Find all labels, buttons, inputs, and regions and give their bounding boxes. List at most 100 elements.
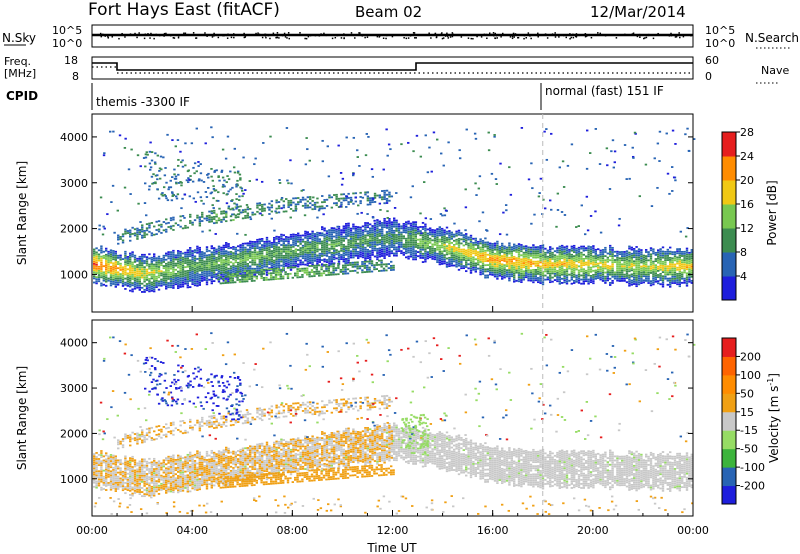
power-cell: [184, 278, 187, 281]
power-cell: [448, 256, 451, 259]
power-cell: [349, 240, 353, 242]
power-cell: [263, 209, 266, 212]
power-cell: [249, 267, 252, 270]
power-cell: [390, 239, 393, 242]
power-cell: [616, 279, 619, 282]
power-cell: [489, 265, 492, 268]
power-cell: [100, 249, 103, 252]
power-cell: [172, 254, 175, 256]
power-cell: [298, 270, 302, 272]
power-cell: [455, 240, 458, 243]
power-cell: [93, 254, 96, 257]
power-cell: [373, 264, 376, 267]
power-cell: [388, 228, 391, 231]
power-cell: [685, 247, 689, 250]
power-cell: [165, 197, 168, 200]
power-cell: [136, 266, 139, 268]
power-cell: [443, 258, 446, 261]
power-cell: [155, 233, 158, 236]
power-cell: [322, 272, 326, 275]
nsky-dot: [305, 37, 308, 40]
power-cell: [193, 255, 197, 258]
power-cell: [333, 245, 336, 248]
power-cell: [385, 220, 389, 223]
power-cell: [136, 264, 139, 266]
nsky-dot: [117, 34, 120, 36]
power-cell: [666, 273, 669, 276]
power-cell: [594, 269, 597, 272]
power-cell: [537, 260, 540, 263]
power-cell: [333, 250, 336, 252]
power-cell: [342, 231, 345, 234]
power-cell: [489, 259, 492, 261]
power-cell: [157, 261, 161, 264]
power-cell: [393, 246, 396, 249]
power-cell: [167, 255, 170, 258]
power-cell: [186, 261, 189, 264]
power-cell: [601, 263, 605, 266]
power-cell: [313, 208, 317, 210]
power-cell: [107, 250, 110, 253]
power-cell: [292, 258, 295, 261]
power-cell: [337, 254, 341, 257]
power-cell: [253, 243, 257, 245]
power-cell: [484, 274, 487, 277]
power-cell: [280, 258, 283, 261]
power-cell: [236, 184, 239, 187]
power-cell: [618, 277, 621, 280]
power-cell: [280, 260, 283, 263]
power-cell: [131, 267, 134, 270]
power-cell: [645, 259, 648, 262]
power-cell: [203, 276, 206, 279]
nsky-dot: [485, 33, 488, 36]
power-cell: [297, 201, 300, 204]
power-cell: [532, 254, 535, 257]
power-cell: [157, 276, 161, 279]
power-cell: [549, 258, 552, 261]
power-cell: [117, 275, 120, 278]
power-cell: [237, 261, 240, 264]
power-cell: [117, 256, 120, 259]
power-cell: [189, 213, 192, 216]
power-cell: [390, 269, 393, 271]
power-cell: [166, 199, 170, 202]
power-cell: [191, 276, 194, 279]
power-cell: [226, 281, 230, 284]
power-cell: [453, 252, 456, 255]
power-cell: [630, 281, 633, 284]
power-cell: [155, 282, 158, 284]
power-cell: [148, 265, 151, 268]
power-cell: [342, 258, 345, 261]
power-cell: [522, 253, 525, 256]
power-cell: [136, 227, 139, 230]
power-cell: [361, 254, 365, 257]
power-cell: [445, 236, 449, 239]
power-cell: [138, 284, 141, 287]
power-cell: [601, 277, 605, 280]
power-cell: [95, 259, 98, 262]
power-cell: [279, 271, 283, 274]
power-cell: [239, 205, 242, 208]
power-cell: [599, 266, 602, 268]
power-cell: [469, 238, 473, 241]
power-cell: [333, 239, 336, 242]
power-cell: [232, 208, 235, 211]
power-cell: [462, 256, 465, 259]
power-cell: [158, 169, 161, 172]
power-cell: [282, 234, 285, 237]
nsky-dot: [206, 35, 208, 37]
power-cell: [489, 242, 492, 245]
power-cell: [213, 274, 216, 276]
power-cell: [587, 282, 590, 285]
power-cell: [325, 261, 329, 263]
power-cell: [681, 267, 684, 270]
power-cell: [154, 152, 157, 155]
power-cell: [337, 242, 341, 245]
power-cell: [436, 238, 439, 241]
power-cell: [262, 270, 266, 273]
power-cell: [165, 269, 168, 271]
power-cell: [308, 265, 311, 268]
power-cell: [647, 265, 650, 268]
nsky-dot: [341, 34, 344, 36]
power-cell: [379, 208, 382, 211]
